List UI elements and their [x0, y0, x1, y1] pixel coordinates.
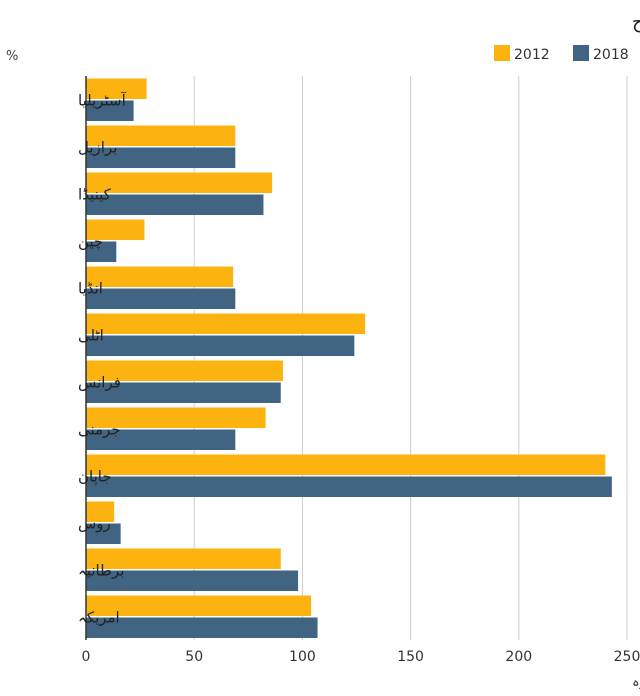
legend-label-2018: 2018	[593, 47, 629, 63]
chart-title: قرضے اور مجموعی ملکی پیداوار کی شرح	[632, 11, 640, 33]
x-tick-labels: 0 50 100 150 200 250	[82, 649, 640, 665]
source-note: ذریعہ: عالمی مالیاتی ادارہ	[632, 675, 640, 690]
legend-swatch-2012	[494, 45, 510, 61]
gridlines	[193, 76, 628, 640]
bar-2012	[86, 172, 273, 193]
x-tick-label: 200	[505, 649, 532, 665]
legend-label-2012: 2012	[514, 47, 550, 63]
unit-label: %	[6, 49, 18, 64]
bar-2018	[86, 617, 318, 638]
category-label: آسٹریلیا	[78, 92, 127, 110]
bar-2018	[86, 241, 117, 262]
category-label: جاپان	[78, 468, 112, 487]
category-labels: آسٹریلیا برازیل کینیڈا چین انڈیا اٹلی فرانس جرم…	[78, 92, 127, 627]
bar-2018	[86, 335, 355, 356]
category-label: اٹلی	[78, 327, 104, 345]
bar-2018	[86, 429, 236, 450]
x-tick-label: 0	[82, 649, 91, 665]
bar-2012	[86, 78, 147, 99]
bars-group	[86, 78, 612, 638]
category-label: روس	[78, 515, 111, 533]
bar-2012	[86, 219, 145, 240]
x-tick-label: 100	[289, 649, 316, 665]
bar-2012	[86, 501, 115, 522]
category-label: برطانیہ	[78, 562, 124, 580]
bar-2012	[86, 266, 234, 287]
bar-2018	[86, 570, 299, 591]
legend-swatch-2018	[573, 45, 589, 61]
bar-2018	[86, 147, 236, 168]
category-label: امریکہ	[78, 609, 120, 627]
category-label: برازیل	[78, 139, 117, 157]
legend: 2012 2018	[494, 45, 629, 63]
x-tick-label: 150	[397, 649, 424, 665]
bar-2012	[86, 548, 281, 569]
bar-2012	[86, 125, 236, 146]
bar-2018	[86, 288, 236, 309]
bar-2018	[86, 194, 264, 215]
bar-2018	[86, 382, 281, 403]
bar-2012	[86, 595, 312, 616]
x-tick-label: 250	[614, 649, 640, 665]
bar-2012	[86, 454, 606, 475]
category-label: جرمنی	[78, 421, 121, 439]
category-label: انڈیا	[78, 280, 103, 298]
bar-2012	[86, 407, 266, 428]
bar-2018	[86, 100, 134, 121]
bar-2012	[86, 360, 283, 381]
bar-2018	[86, 523, 121, 544]
category-label: کینیڈا	[78, 186, 112, 204]
bar-2018	[86, 476, 612, 497]
category-label: فرانس	[78, 374, 121, 392]
x-tick-label: 50	[185, 649, 203, 665]
category-label: چین	[78, 233, 103, 251]
bar-2012	[86, 313, 366, 334]
